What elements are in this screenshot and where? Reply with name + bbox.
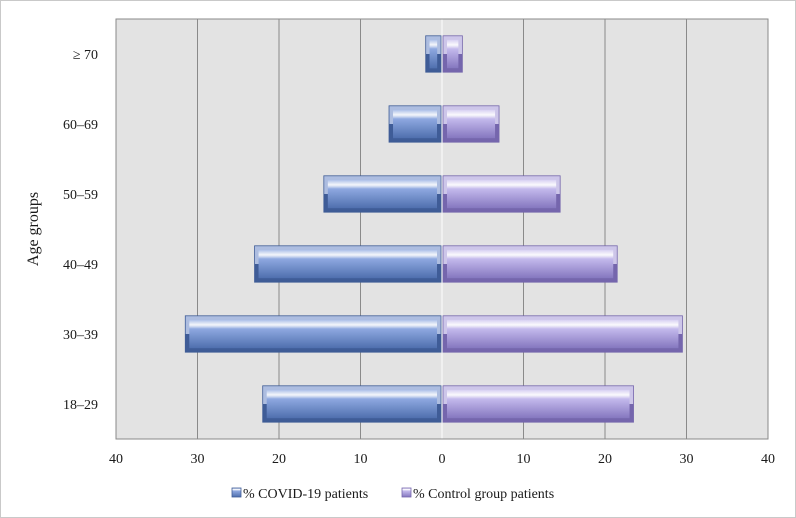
y-tick-label: 30–39 [63, 328, 98, 343]
bar-covid-2 [254, 245, 442, 283]
bar-covid-0 [262, 385, 442, 423]
x-tick-label: 10 [354, 452, 368, 467]
x-tick-label: 40 [761, 452, 775, 467]
y-tick-label: 60–69 [63, 118, 98, 133]
y-tick-label: 18–29 [63, 398, 98, 413]
bar-control-2 [442, 245, 618, 283]
x-tick-label: 20 [598, 452, 612, 467]
bar-covid-3 [323, 175, 442, 213]
y-axis-title: Age groups [25, 192, 42, 266]
legend: % COVID-19 patients % Control group patie… [231, 487, 554, 502]
x-tick-label: 0 [439, 452, 446, 467]
x-tick-label: 30 [191, 452, 205, 467]
bar-covid-4 [388, 105, 442, 143]
x-tick-label: 40 [109, 452, 123, 467]
x-tick-label: 20 [272, 452, 286, 467]
plot-border [115, 18, 769, 440]
legend-swatch [231, 487, 242, 498]
bar-control-0 [442, 385, 634, 423]
bar-control-5 [442, 35, 463, 73]
legend-label: % COVID-19 patients [243, 487, 368, 502]
bar-control-4 [442, 105, 500, 143]
x-tick-label: 10 [517, 452, 531, 467]
bar-covid-1 [184, 315, 442, 353]
bar-control-3 [442, 175, 561, 213]
bar-covid-5 [425, 35, 442, 73]
y-tick-label: 40–49 [63, 258, 98, 273]
bar-control-1 [442, 315, 683, 353]
y-tick-label: ≥ 70 [73, 48, 98, 63]
legend-swatch [401, 487, 412, 498]
x-tick-label: 30 [680, 452, 694, 467]
legend-label: % Control group patients [413, 487, 554, 502]
y-tick-label: 50–59 [63, 188, 98, 203]
